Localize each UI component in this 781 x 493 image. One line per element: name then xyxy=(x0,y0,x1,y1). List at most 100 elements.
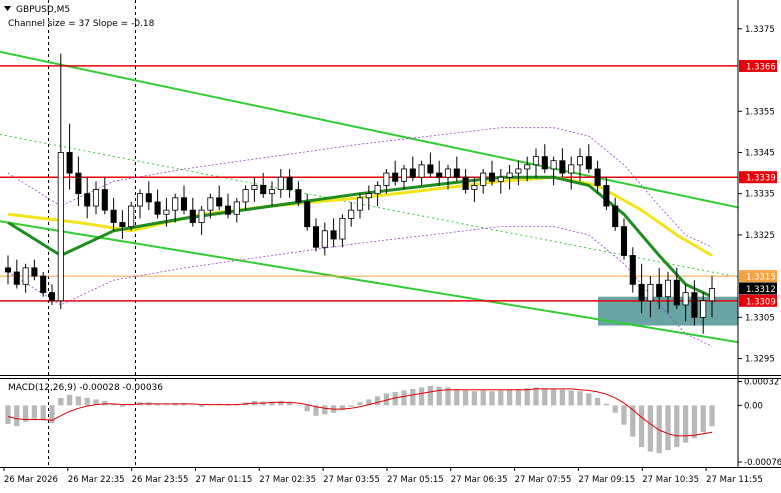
channel-label: Channel size = 37 Slope = -0.18 xyxy=(8,19,155,29)
macd-histogram-bar xyxy=(445,387,451,406)
macd-histogram-bar xyxy=(119,405,126,407)
candle xyxy=(48,284,56,305)
candle xyxy=(453,156,460,182)
candle-body xyxy=(48,292,56,302)
candle-body xyxy=(40,275,47,293)
candle xyxy=(356,193,364,219)
macd-histogram-bar xyxy=(427,385,434,406)
candle xyxy=(392,160,399,186)
candle-body xyxy=(13,271,20,285)
time-tick-label: 26 Mar 22:35 xyxy=(68,475,125,485)
candle-body xyxy=(471,185,478,190)
macd-histogram-bar xyxy=(709,405,715,427)
macd-histogram-bar xyxy=(190,405,196,406)
level-tag xyxy=(739,294,777,307)
candle xyxy=(409,156,416,182)
candle xyxy=(647,276,654,318)
candle-body xyxy=(286,176,293,190)
bollinger-lower-band xyxy=(7,226,713,347)
macd-tick-label: 0.00 xyxy=(744,401,763,411)
time-axis[interactable]: 26 Mar 2026 26 Mar 22:35 26 Mar 23:55 27 Ma… xyxy=(3,467,763,485)
candle xyxy=(603,177,610,211)
macd-histogram-bar xyxy=(102,400,108,406)
candlesticks xyxy=(4,53,716,334)
candle xyxy=(224,193,232,219)
candle xyxy=(242,185,249,211)
macd-histogram-bar xyxy=(682,405,689,443)
candle-body xyxy=(207,197,214,211)
macd-panel xyxy=(5,385,715,454)
candle xyxy=(233,197,240,223)
macd-histogram-bar xyxy=(75,396,82,406)
macd-histogram-bar xyxy=(348,405,354,407)
candle xyxy=(524,156,531,182)
candle xyxy=(180,185,188,215)
candle-body xyxy=(4,267,12,273)
candle-body xyxy=(119,222,126,228)
candle-body xyxy=(136,193,144,207)
macd-histogram-bar xyxy=(691,405,698,439)
collapse-arrow-icon[interactable] xyxy=(4,6,11,11)
level-tag-label: 1.3339 xyxy=(746,174,776,184)
horizontal-levels xyxy=(0,65,738,302)
price-tick-label: 1.3375 xyxy=(745,25,775,35)
macd-histogram-bar xyxy=(630,405,636,437)
time-tick-label: 27 Mar 11:55 xyxy=(706,475,763,485)
price-axis[interactable]: 1.3375 1.3355 1.3345 1.3335 1.3325 1.3305 1.32… xyxy=(738,25,777,365)
candle xyxy=(198,206,205,235)
candle xyxy=(374,181,381,207)
macd-histogram-bar xyxy=(542,388,548,406)
macd-histogram-bar xyxy=(612,405,618,413)
candle xyxy=(330,218,337,248)
candle-body xyxy=(321,230,328,248)
candle xyxy=(400,164,408,190)
candle-body xyxy=(488,172,496,182)
candle-body xyxy=(691,292,698,318)
candle xyxy=(13,259,20,289)
candle-body xyxy=(409,168,416,178)
candle-body xyxy=(559,160,566,174)
macd-histogram-bar xyxy=(154,403,161,406)
candle-body xyxy=(260,185,267,195)
candle-body xyxy=(427,164,434,174)
candle-body xyxy=(339,218,346,240)
macd-histogram-bar xyxy=(603,403,610,406)
macd-histogram-bar xyxy=(559,389,566,406)
candle-body xyxy=(576,156,584,166)
candle xyxy=(532,148,540,178)
candle-body xyxy=(268,189,276,195)
macd-label: MACD(12,26,9) -0.00028 -0.00036 xyxy=(8,383,163,393)
macd-histogram-bar xyxy=(14,405,20,427)
candle-body xyxy=(603,185,610,207)
price-tick-label: 1.3295 xyxy=(745,355,775,365)
macd-histogram-bar xyxy=(84,397,90,406)
candle-body xyxy=(656,283,663,298)
candle xyxy=(541,144,548,174)
candle xyxy=(31,259,38,281)
candle-body xyxy=(330,230,337,240)
candle xyxy=(260,173,267,198)
macd-axis: 0.00032 0.00 -0.00076 xyxy=(738,377,781,468)
time-tick-label: 27 Mar 01:15 xyxy=(195,475,252,485)
bollinger-upper-band xyxy=(7,127,713,248)
level-tag xyxy=(739,171,777,184)
candle-body xyxy=(532,156,540,166)
candle xyxy=(321,222,328,256)
candle xyxy=(339,214,346,248)
macd-histogram-bar xyxy=(225,405,231,406)
macd-histogram-bar xyxy=(638,405,645,448)
candle-body xyxy=(462,176,469,190)
macd-tick-label: -0.00076 xyxy=(744,458,781,468)
candle-body xyxy=(163,209,170,215)
candle xyxy=(251,177,258,202)
candle xyxy=(436,160,443,186)
macd-histogram-bar xyxy=(304,405,310,412)
candle-body xyxy=(620,226,628,256)
candle-body xyxy=(145,193,152,203)
candle-body xyxy=(75,172,82,195)
macd-histogram-bar xyxy=(110,403,117,406)
candle xyxy=(119,210,126,240)
candle xyxy=(348,201,355,227)
